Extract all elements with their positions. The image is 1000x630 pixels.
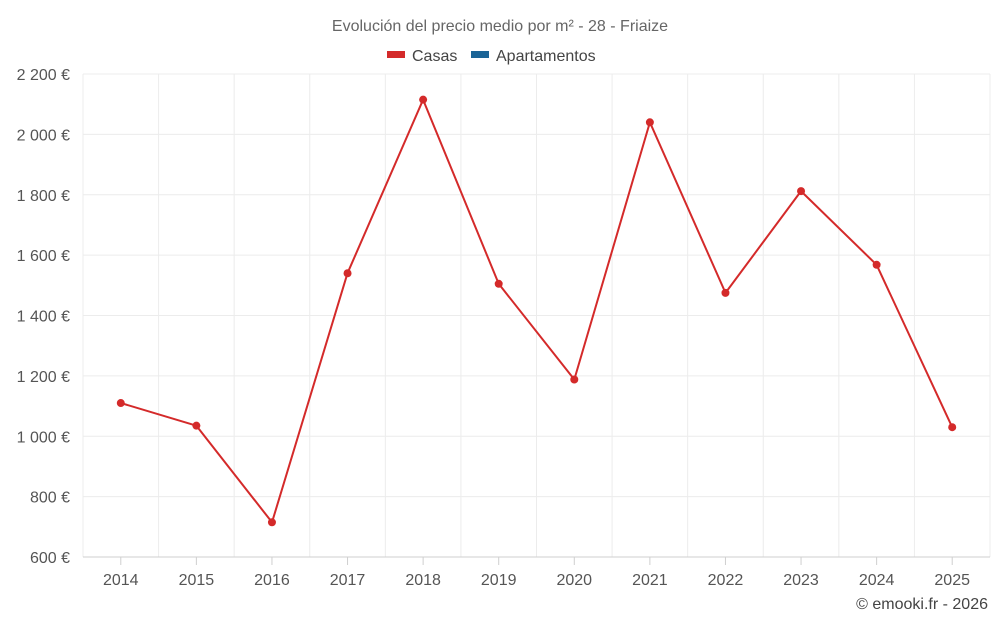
data-point[interactable] [948,423,957,432]
data-point[interactable] [872,260,881,269]
y-tick-label: 1 600 € [17,248,70,265]
x-tick-label: 2017 [330,572,366,589]
x-tick-label: 2025 [934,572,970,589]
legend-swatch-1[interactable] [471,51,489,58]
data-point[interactable] [494,279,503,288]
x-tick-label: 2023 [783,572,819,589]
data-point[interactable] [116,399,125,408]
legend-label-1[interactable]: Apartamentos [496,48,596,65]
x-tick-label: 2024 [859,572,895,589]
copyright-credit: © emooki.fr - 2026 [856,596,988,613]
y-tick-label: 600 € [30,550,70,567]
y-tick-label: 1 800 € [17,188,70,205]
legend: Casas Apartamentos [387,48,596,65]
y-tick-label: 800 € [30,490,70,507]
y-tick-label: 1 000 € [17,429,70,446]
grid [82,73,991,558]
x-tick-label: 2022 [708,572,744,589]
data-point[interactable] [419,95,428,104]
x-axis: 2014 2015 2016 2017 2018 2019 2020 2021 2022 2023… [103,557,970,589]
legend-label-0[interactable]: Casas [412,48,457,65]
data-point[interactable] [721,288,730,297]
y-tick-label: 1 400 € [17,309,70,326]
data-point[interactable] [797,187,806,196]
y-tick-label: 1 200 € [17,369,70,386]
x-tick-label: 2018 [405,572,441,589]
data-point[interactable] [267,518,276,527]
data-point[interactable] [343,269,352,278]
x-tick-label: 2020 [556,572,592,589]
series-line-casas[interactable] [120,98,954,524]
x-tick-label: 2015 [179,572,215,589]
legend-swatch-0[interactable] [387,51,405,58]
y-tick-label: 2 000 € [17,127,70,144]
x-tick-label: 2016 [254,572,290,589]
data-point[interactable] [570,375,579,384]
chart-title: Evolución del precio medio por m² - 28 -… [332,18,668,35]
data-point[interactable] [192,421,201,430]
y-axis: 600 € 800 € 1 000 € 1 200 € 1 400 € 1 600 € 1 … [17,67,70,567]
x-tick-label: 2014 [103,572,139,589]
series-lines [120,98,954,524]
y-tick-label: 2 200 € [17,67,70,84]
series-points [116,95,957,527]
data-point[interactable] [645,118,654,127]
x-tick-label: 2021 [632,572,668,589]
x-tick-label: 2019 [481,572,517,589]
